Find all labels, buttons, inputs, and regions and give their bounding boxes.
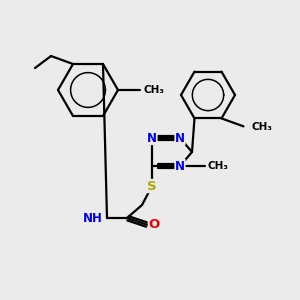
Text: S: S: [147, 179, 157, 193]
Text: CH₃: CH₃: [144, 85, 165, 95]
Text: NH: NH: [83, 212, 103, 224]
Text: N: N: [175, 131, 185, 145]
Text: CH₃: CH₃: [207, 161, 228, 171]
Text: N: N: [147, 131, 157, 145]
Text: CH₃: CH₃: [251, 122, 272, 132]
Text: O: O: [148, 218, 160, 232]
Text: N: N: [175, 160, 185, 172]
